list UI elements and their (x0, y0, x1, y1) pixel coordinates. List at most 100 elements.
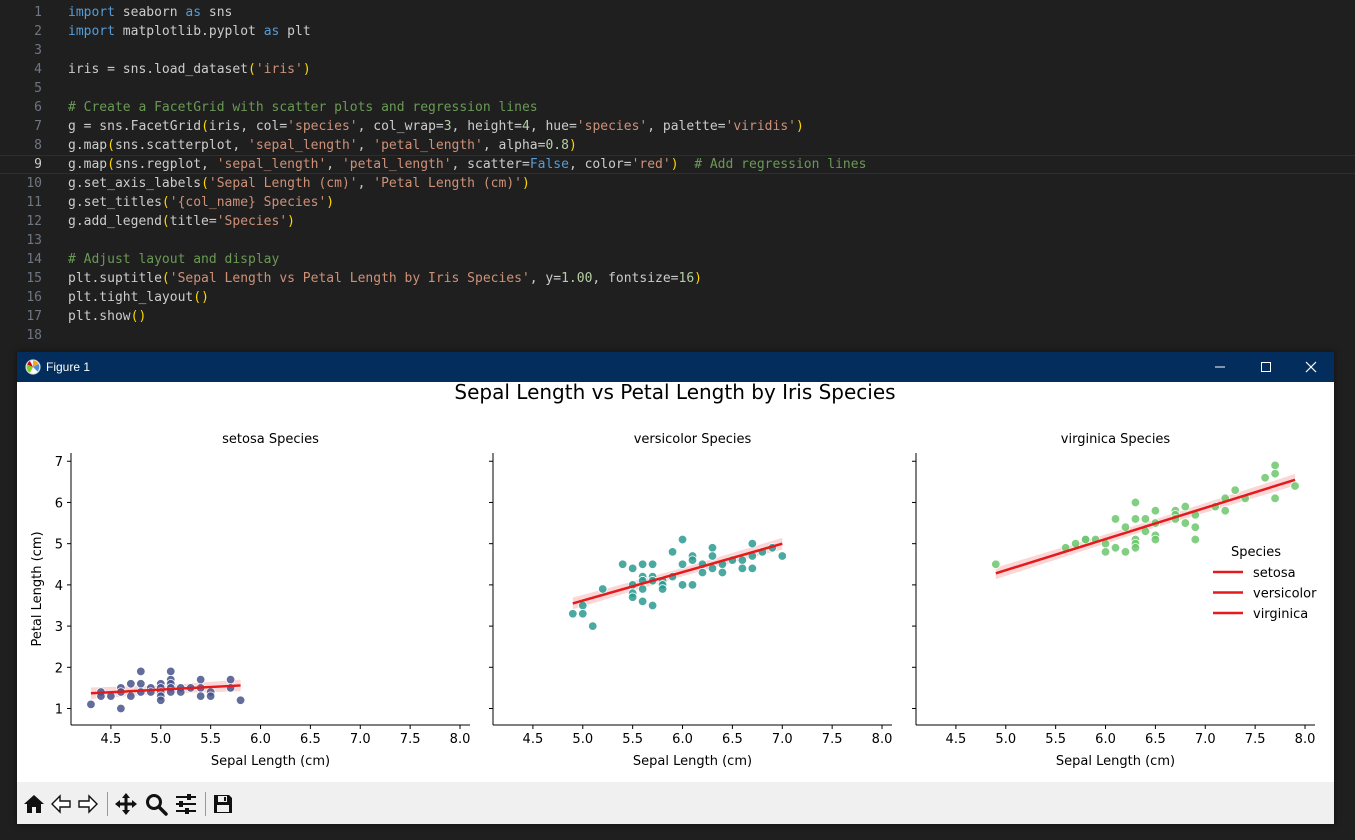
data-point (1260, 473, 1270, 483)
data-point (677, 534, 688, 545)
line-number: 16 (26, 290, 42, 305)
pan-icon (115, 793, 137, 815)
facet-title: setosa Species (222, 432, 319, 447)
y-tick-label: 3 (55, 620, 63, 635)
code-text: import matplotlib.pyplot as plt (68, 24, 311, 39)
data-point (1130, 497, 1141, 508)
data-point (1120, 522, 1131, 532)
x-tick-label: 6.0 (1095, 732, 1116, 747)
close-button[interactable] (1288, 352, 1334, 382)
code-text: g.map(sns.scatterplot, 'sepal_length', '… (68, 138, 577, 153)
x-tick-label: 5.5 (622, 732, 643, 747)
data-point (1270, 493, 1280, 504)
code-line[interactable]: 10 g.set_axis_labels('Sepal Length (cm)',… (0, 174, 1355, 193)
line-number: 11 (26, 195, 42, 210)
line-number: 6 (34, 100, 42, 115)
data-point (1140, 514, 1151, 524)
zoom-button[interactable] (144, 792, 168, 816)
code-line[interactable]: 13 (0, 231, 1355, 250)
x-tick-label: 7.5 (1245, 732, 1266, 747)
line-number: 7 (34, 119, 42, 134)
data-point (1150, 505, 1161, 516)
x-tick-label: 6.5 (1145, 732, 1166, 747)
line-number: 5 (34, 81, 42, 96)
code-line[interactable]: 5 (0, 79, 1355, 98)
code-line[interactable]: 12 g.add_legend(title='Species') (0, 212, 1355, 231)
x-tick-label: 6.5 (722, 732, 743, 747)
data-point (617, 559, 628, 569)
save-button[interactable] (211, 792, 235, 816)
data-point (737, 563, 748, 574)
x-tick-label: 5.0 (572, 732, 593, 747)
x-tick-label: 5.5 (200, 732, 221, 747)
x-tick-label: 5.0 (995, 732, 1016, 747)
x-tick-label: 5.5 (1045, 732, 1066, 747)
code-text: g.set_axis_labels('Sepal Length (cm)', '… (68, 176, 530, 191)
code-text: g.map(sns.regplot, 'sepal_length', 'peta… (68, 157, 867, 172)
code-line[interactable]: 7 g = sns.FacetGrid(iris, col='species', … (0, 117, 1355, 136)
code-line[interactable]: 17 plt.show() (0, 307, 1355, 326)
data-point (677, 559, 688, 569)
data-point (991, 559, 1001, 569)
code-line[interactable]: 2 import matplotlib.pyplot as plt (0, 22, 1355, 41)
data-point (637, 584, 648, 594)
code-line[interactable]: 11 g.set_titles('{col_name} Species') (0, 193, 1355, 212)
data-point (1150, 534, 1161, 545)
data-point (235, 695, 246, 705)
matplotlib-logo-icon (25, 359, 41, 375)
code-line[interactable]: 3 (0, 41, 1355, 60)
data-point (657, 584, 668, 594)
data-point (1230, 485, 1240, 495)
facet-title: versicolor Species (634, 432, 752, 447)
code-line[interactable]: 16 plt.tight_layout() (0, 288, 1355, 307)
window-title: Figure 1 (46, 360, 91, 374)
line-number: 4 (34, 62, 42, 77)
code-line[interactable]: 18 (0, 326, 1355, 345)
line-number: 8 (34, 138, 42, 153)
code-line[interactable]: 8 g.map(sns.scatterplot, 'sepal_length', … (0, 136, 1355, 155)
y-tick-label: 4 (55, 579, 63, 594)
data-point (1130, 514, 1141, 524)
maximize-button[interactable] (1243, 352, 1289, 382)
configure-subplots-button[interactable] (174, 792, 198, 816)
data-point (205, 691, 216, 701)
code-text: g = sns.FacetGrid(iris, col='species', c… (68, 119, 804, 134)
code-line[interactable]: 1 import seaborn as sns (0, 3, 1355, 22)
home-button[interactable] (22, 792, 46, 816)
x-tick-label: 6.0 (672, 732, 693, 747)
data-point (677, 580, 688, 590)
x-tick-label: 7.5 (822, 732, 843, 747)
x-tick-label: 6.0 (250, 732, 271, 747)
x-tick-label: 7.0 (772, 732, 793, 747)
forward-button[interactable] (76, 792, 100, 816)
data-point (707, 551, 718, 561)
figure-toolbar (17, 782, 1334, 824)
code-line[interactable]: 9 g.map(sns.regplot, 'sepal_length', 'pet… (0, 155, 1355, 174)
regression-line (572, 542, 783, 605)
code-line[interactable]: 6 # Create a FacetGrid with scatter plots… (0, 98, 1355, 117)
forward-icon (78, 794, 98, 814)
pan-button[interactable] (114, 792, 138, 816)
save-icon (214, 795, 232, 813)
code-text: g.add_legend(title='Species') (68, 214, 295, 229)
y-tick-label: 7 (55, 455, 63, 470)
code-line[interactable]: 14 # Adjust layout and display (0, 250, 1355, 269)
code-text: plt.tight_layout() (68, 290, 209, 305)
line-number: 17 (26, 309, 42, 324)
window-titlebar: Figure 1 (17, 352, 1334, 382)
line-number: 13 (26, 233, 42, 248)
code-line[interactable]: 4 iris = sns.load_dataset('iris') (0, 60, 1355, 79)
code-line[interactable]: 15 plt.suptitle('Sepal Length vs Petal Le… (0, 269, 1355, 288)
data-point (1110, 543, 1121, 553)
regression-line (90, 684, 241, 695)
data-point (747, 538, 758, 549)
code-text: # Adjust layout and display (68, 252, 280, 267)
legend-entry: virginica (1253, 607, 1308, 622)
data-point (1180, 501, 1191, 512)
back-button[interactable] (49, 792, 73, 816)
data-point (86, 699, 96, 710)
minimize-button[interactable] (1197, 352, 1243, 382)
data-point (588, 621, 598, 631)
x-tick-label: 4.5 (101, 732, 122, 747)
x-axis-label: Sepal Length (cm) (211, 754, 330, 769)
